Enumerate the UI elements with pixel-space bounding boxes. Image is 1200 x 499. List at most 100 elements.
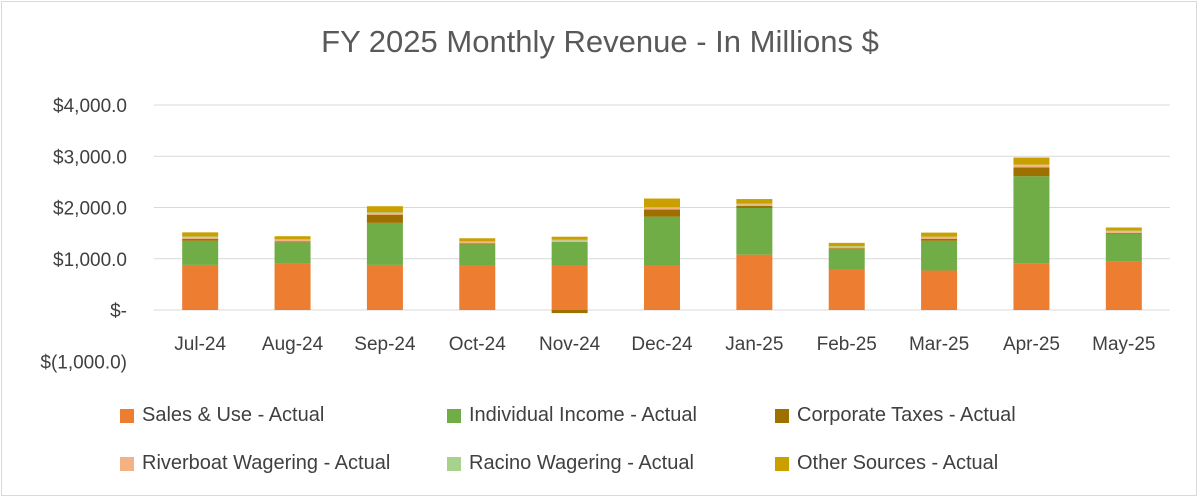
bar-segment [828,242,865,247]
x-axis-tick-labels: Jul-24 Aug-24 Sep-24 Oct-24 Nov-24 Dec-24 Jan-… [174,334,1155,355]
x-tick-label: Apr-25 [1003,334,1060,355]
y-axis-tick-labels: $4,000.0 $3,000.0 $2,000.0 $1,000.0 $- $(1,00… [40,96,127,373]
bar-segment [921,270,958,310]
bar-segment [1013,164,1050,166]
chart-svg: $4,000.0 $3,000.0 $2,000.0 $1,000.0 $- $(1,00… [40,96,1170,373]
bar-segment [644,208,680,210]
bar-segment [1013,167,1050,177]
x-tick-label: Aug-24 [262,334,324,355]
bar-segment [644,207,680,209]
bar-segment [828,269,865,310]
bar-segment [182,232,219,237]
bar-segment [274,241,311,243]
bar-segment [459,238,496,242]
bar-segment [921,238,958,241]
y-tick-label: $1,000.0 [53,250,127,271]
bar-segment [274,239,311,241]
legend-label: Sales & Use - Actual [142,404,325,426]
x-tick-label: Sep-24 [354,334,416,355]
bar-segment [182,236,219,238]
legend-label: Riverboat Wagering - Actual [142,452,391,474]
bar-segment [828,248,865,250]
bar-segment [736,205,773,209]
bar-segment [1013,157,1050,165]
x-tick-label: Nov-24 [539,334,601,355]
bar-segment [921,232,958,237]
bar-segment [1013,263,1050,310]
bar-segment [366,206,403,213]
bar-segment [551,265,588,310]
bar-segment [274,240,311,242]
chart-title: FY 2025 Monthly Revenue - In Millions $ [321,24,879,59]
legend-swatch [120,456,134,471]
bar-segment [182,238,219,241]
bar-segment [1105,232,1142,234]
legend-label: Individual Income - Actual [469,404,697,426]
bar-segment [644,209,680,217]
bar-segment [736,204,773,206]
bar-segment [1013,165,1050,168]
bar-segment [828,246,865,249]
legend-item: Racino Wagering - Actual [447,452,694,475]
bar-segment [1105,233,1142,262]
bar-segment [459,243,496,245]
x-tick-label: Mar-25 [909,334,969,355]
bar-segment [736,208,773,255]
x-tick-label: Jan-25 [725,334,783,355]
bar-segment [274,236,311,240]
bar-segment [828,246,865,247]
y-tick-label: $3,000.0 [53,147,127,168]
legend-swatch [775,456,789,471]
bar-segment [551,310,588,314]
legend-swatch [447,456,461,471]
x-tick-label: Jul-24 [174,334,226,355]
y-tick-label: $2,000.0 [53,199,127,220]
x-tick-label: May-25 [1092,334,1155,355]
legend-swatch [447,408,461,423]
bar-segment [366,214,403,223]
bar-segment [1105,230,1142,232]
bar-segment [1013,176,1050,264]
y-tick-label: $- [110,301,127,322]
bar-segment [1105,261,1142,310]
y-tick-label: $4,000.0 [53,96,127,117]
bar-segment [921,236,958,238]
legend-item: Individual Income - Actual [447,404,697,427]
bar-segment [644,198,680,208]
legend-item: Corporate Taxes - Actual [775,404,1016,427]
bar-segment [459,242,496,244]
bar-segment [551,241,588,266]
legend-item: Other Sources - Actual [775,452,998,475]
bar-segment [1105,231,1142,233]
bar-segment [736,254,773,310]
bar-segment [274,263,311,310]
legend-swatch [775,408,789,423]
bar-segment [921,237,958,239]
legend-item: Sales & Use - Actual [120,404,324,427]
y-tick-label: $(1,000.0) [40,352,127,373]
bar-segment [1105,227,1142,231]
bar-segment [366,222,403,265]
bar-segment [274,242,311,264]
bar-segment [736,199,773,204]
bar-segment [828,249,865,269]
bar-segment [921,240,958,271]
legend-label: Other Sources - Actual [797,452,999,474]
bar-segment [366,213,403,215]
x-tick-label: Oct-24 [449,334,506,355]
x-tick-label: Dec-24 [631,334,693,355]
x-tick-label: Feb-25 [817,334,877,355]
bar-segment [366,212,403,214]
bar-segment [182,264,219,310]
bar-segment [551,239,588,241]
bar-segment [551,236,588,240]
bar-segment [644,216,680,266]
legend-item: Riverboat Wagering - Actual [120,452,390,475]
legend-label: Corporate Taxes - Actual [797,404,1016,426]
bar-segment [736,203,773,205]
bar-segment [182,240,219,265]
legend: Sales & Use - Actual Individual Income - … [2,397,1198,487]
bar-segment [459,244,496,266]
bars [182,157,1142,314]
